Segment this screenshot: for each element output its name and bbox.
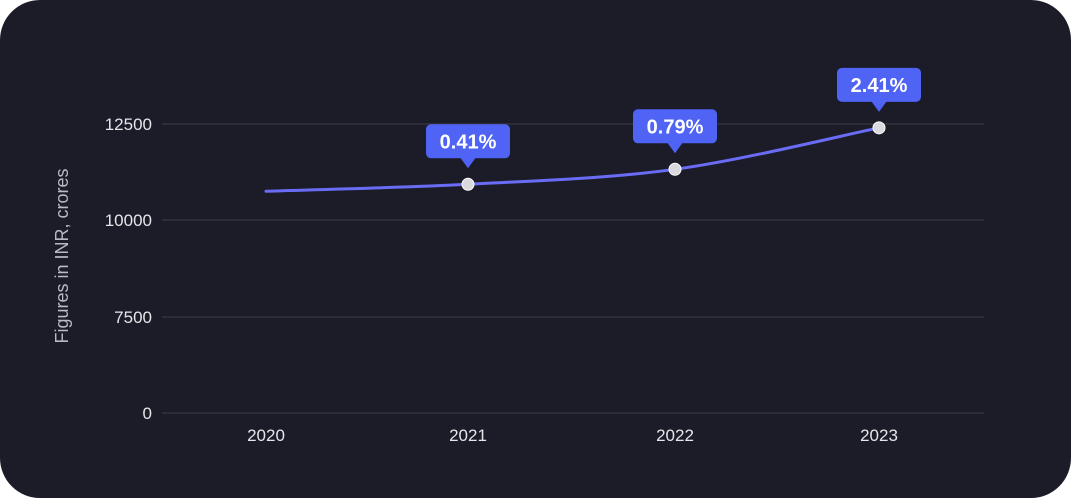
x-tick-label: 2023 [860,426,898,445]
callout-label: 2.41% [851,75,908,97]
callout-box [837,67,921,102]
y-tick-label: 0 [143,404,152,423]
grid-lines [162,123,984,414]
y-tick-label: 7500 [114,308,152,327]
callout-pointer [460,157,476,169]
callout-pointer [667,142,683,154]
series-line [264,126,881,193]
callout-label: 0.41% [440,131,497,153]
callouts: 0.41% 0.79% 2.41% [426,67,921,169]
callout: 0.79% [633,109,717,154]
callout-box [633,109,717,144]
y-axis-label: Figures in INR, crores [52,168,72,343]
x-tick-label: 2020 [247,426,285,445]
x-axis-ticks: 2020 2021 2022 2023 [247,426,898,445]
callout-label: 0.79% [647,116,704,138]
callout: 2.41% [837,67,921,112]
data-point [872,121,886,135]
callout-pointer [871,100,887,112]
callout: 0.41% [426,124,510,169]
x-tick-label: 2022 [656,426,694,445]
data-points [461,121,886,191]
callout-box [426,124,510,159]
y-axis-ticks: 0 7500 10000 12500 [105,115,152,423]
data-point [668,162,682,176]
data-point [461,177,475,191]
y-tick-label: 10000 [105,211,152,230]
x-tick-label: 2021 [449,426,487,445]
y-tick-label: 12500 [105,115,152,134]
